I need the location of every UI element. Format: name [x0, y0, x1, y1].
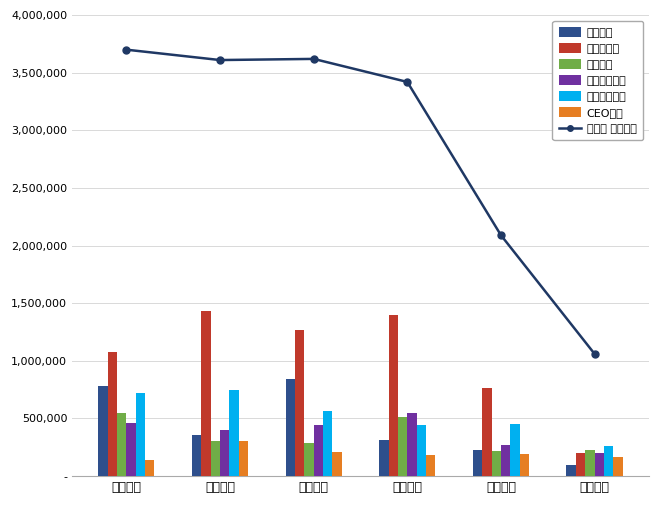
Bar [492, 450, 501, 476]
브랜드 평판지수 [310, 56, 317, 62]
Bar [613, 457, 622, 476]
Bar [323, 412, 333, 476]
Bar [136, 393, 145, 476]
Legend: 참여지수, 미디어지수, 소통지수, 콌유니티지수, 사회공헌지수, CEO지수, 브랜드 평판지수: 참여지수, 미디어지수, 소통지수, 콌유니티지수, 사회공헌지수, CEO지수… [552, 21, 644, 140]
Bar [426, 456, 436, 476]
Bar [389, 315, 398, 476]
Bar [117, 413, 127, 476]
Bar [398, 417, 407, 476]
Line: 브랜드 평판지수: 브랜드 평판지수 [123, 46, 598, 358]
Bar [145, 460, 154, 476]
브랜드 평판지수 [403, 79, 411, 85]
Bar [510, 424, 519, 476]
Bar [473, 449, 482, 476]
Bar [585, 449, 595, 476]
Bar [314, 425, 323, 476]
브랜드 평판지수 [123, 46, 131, 53]
Bar [286, 379, 295, 476]
브랜드 평판지수 [216, 57, 224, 63]
브랜드 평판지수 [497, 232, 505, 238]
Bar [201, 311, 211, 476]
Bar [576, 453, 585, 476]
Bar [304, 442, 313, 476]
Bar [501, 445, 510, 476]
Bar [211, 441, 220, 476]
Bar [239, 441, 248, 476]
Bar [595, 453, 604, 476]
Bar [108, 351, 117, 476]
Bar [604, 446, 613, 476]
Bar [333, 452, 342, 476]
Bar [295, 330, 304, 476]
Bar [519, 453, 529, 476]
브랜드 평판지수 [591, 351, 599, 357]
Bar [230, 389, 239, 476]
Bar [220, 430, 230, 476]
Bar [566, 465, 576, 476]
Bar [192, 434, 201, 476]
Bar [98, 386, 108, 476]
Bar [379, 440, 389, 476]
Bar [407, 413, 416, 476]
Bar [482, 388, 492, 476]
Bar [127, 423, 136, 476]
Bar [416, 425, 426, 476]
